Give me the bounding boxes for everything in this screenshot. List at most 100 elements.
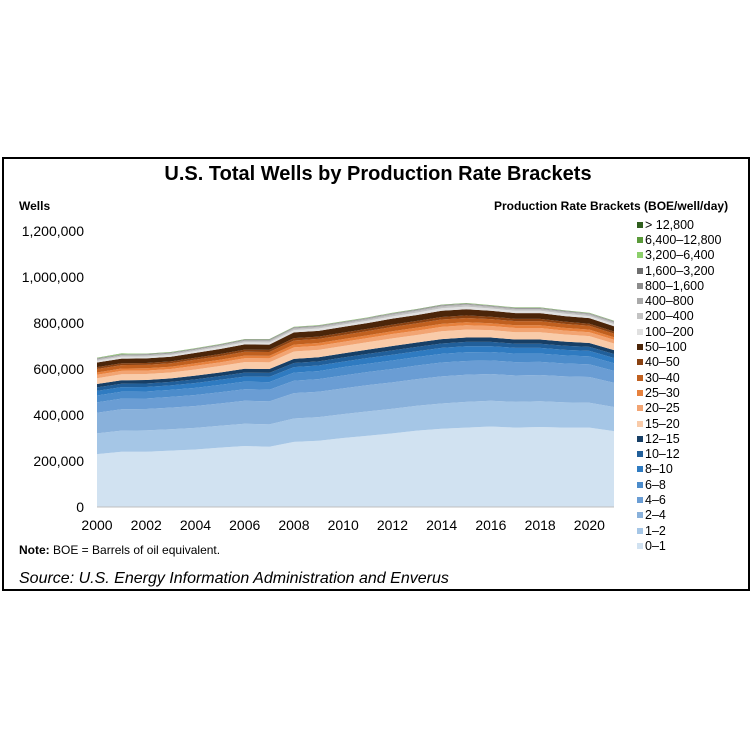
- legend-item: 30–40: [637, 370, 749, 385]
- legend-swatch: [637, 451, 643, 458]
- legend-label: 8–10: [645, 462, 673, 477]
- legend-swatch: [637, 435, 643, 442]
- x-tick-label: 2010: [328, 517, 359, 533]
- legend-item: 200–400: [637, 309, 749, 324]
- note-label: Note:: [19, 543, 50, 557]
- legend: > 12,800 6,400–12,800 3,200–6,400 1,600–3,2…: [637, 217, 749, 554]
- y-tick-label: 0: [76, 499, 84, 515]
- legend-swatch: [637, 282, 643, 289]
- legend-swatch: [637, 236, 643, 243]
- legend-item: 40–50: [637, 355, 749, 370]
- legend-swatch: [637, 221, 643, 228]
- legend-item: 12–15: [637, 431, 749, 446]
- chart-title: U.S. Total Wells by Production Rate Brac…: [164, 163, 592, 185]
- legend-swatch: [637, 267, 643, 274]
- y-tick-label: 1,200,000: [22, 223, 84, 239]
- legend-label: 3,200–6,400: [645, 248, 715, 263]
- area-series-2: [97, 374, 614, 434]
- legend-swatch: [637, 527, 643, 534]
- legend-label: 12–15: [645, 431, 680, 446]
- legend-item: 800–1,600: [637, 278, 749, 293]
- legend-swatch: [637, 374, 643, 381]
- x-tick-label: 2008: [278, 517, 309, 533]
- area-series-0: [97, 426, 614, 507]
- legend-label: 15–20: [645, 416, 680, 431]
- area-series-4: [97, 351, 614, 403]
- area-series-10: [97, 322, 614, 375]
- legend-swatch: [637, 298, 643, 305]
- legend-swatch: [637, 496, 643, 503]
- legend-swatch: [637, 313, 643, 320]
- x-tick-label: 2016: [475, 517, 506, 533]
- legend-label: 4–6: [645, 492, 666, 507]
- area-series-13: [97, 309, 614, 368]
- x-tick-label: 2000: [81, 517, 112, 533]
- legend-label: 800–1,600: [645, 278, 705, 293]
- legend-swatch: [637, 389, 643, 396]
- y-axis-ticks: 0 200,000 400,000 600,000 800,000 1,000,000 1,…: [22, 223, 85, 515]
- x-axis-ticks: 2000 2002 2004 2006 2008 2010 2012 2014 2016 2018…: [81, 517, 605, 533]
- legend-item: 50–100: [637, 339, 749, 354]
- y-tick-label: 800,000: [33, 315, 84, 331]
- legend-label: > 12,800: [645, 217, 695, 232]
- legend-label: 10–12: [645, 447, 680, 462]
- legend-label: 1–2: [645, 523, 666, 538]
- note-text: BOE = Barrels of oil equivalent.: [49, 543, 221, 557]
- legend-swatch: [637, 328, 643, 335]
- legend-item: 10–12: [637, 446, 749, 461]
- y-tick-label: 200,000: [33, 453, 84, 469]
- area-series-7: [97, 337, 614, 388]
- area-series-11: [97, 317, 614, 373]
- x-tick-label: 2004: [180, 517, 211, 533]
- legend-item: 6–8: [637, 477, 749, 492]
- area-series-12: [97, 315, 614, 369]
- legend-label: 6,400–12,800: [645, 232, 722, 247]
- legend-swatch: [637, 405, 643, 412]
- legend-item: 0–1: [637, 538, 749, 553]
- legend-label: 30–40: [645, 370, 680, 385]
- x-tick-label: 2012: [377, 517, 408, 533]
- legend-item: 6,400–12,800: [637, 232, 749, 247]
- legend-label: 20–25: [645, 401, 680, 416]
- legend-item: 20–25: [637, 401, 749, 416]
- legend-item: 3,200–6,400: [637, 248, 749, 263]
- legend-label: 50–100: [645, 340, 687, 355]
- legend-swatch: [637, 359, 643, 366]
- x-tick-label: 2006: [229, 517, 260, 533]
- legend-item: > 12,800: [637, 217, 749, 232]
- legend-item: 8–10: [637, 462, 749, 477]
- legend-label: 0–1: [645, 538, 666, 553]
- area-series-8: [97, 329, 614, 384]
- legend-label: 100–200: [645, 324, 694, 339]
- source-text: Source: U.S. Energy Information Administ…: [19, 570, 449, 587]
- legend-label: 6–8: [645, 477, 666, 492]
- legend-label: 1,600–3,200: [645, 263, 715, 278]
- legend-item: 15–20: [637, 416, 749, 431]
- y-tick-label: 600,000: [33, 361, 84, 377]
- legend-item: 400–800: [637, 293, 749, 308]
- legend-swatch: [637, 420, 643, 427]
- legend-item: 100–200: [637, 324, 749, 339]
- legend-label: 40–50: [645, 355, 680, 370]
- area-series-6: [97, 341, 614, 391]
- legend-item: 2–4: [637, 508, 749, 523]
- legend-swatch: [637, 344, 643, 351]
- note: Note: BOE = Barrels of oil equivalent.: [19, 543, 220, 557]
- x-tick-label: 2014: [426, 517, 457, 533]
- area-series-14: [97, 306, 614, 363]
- y-tick-label: 1,000,000: [22, 269, 84, 285]
- y-axis-label: Wells: [19, 199, 51, 213]
- area-series-1: [97, 400, 614, 455]
- legend-label: 400–800: [645, 294, 694, 309]
- y-tick-label: 400,000: [33, 407, 84, 423]
- legend-item: 1–2: [637, 523, 749, 538]
- x-tick-label: 2018: [525, 517, 556, 533]
- legend-title: Production Rate Brackets (BOE/well/day): [494, 199, 729, 213]
- legend-label: 200–400: [645, 309, 694, 324]
- legend-swatch: [637, 481, 643, 488]
- legend-item: 1,600–3,200: [637, 263, 749, 278]
- legend-swatch: [637, 512, 643, 519]
- legend-swatch: [637, 466, 643, 473]
- legend-item: 25–30: [637, 385, 749, 400]
